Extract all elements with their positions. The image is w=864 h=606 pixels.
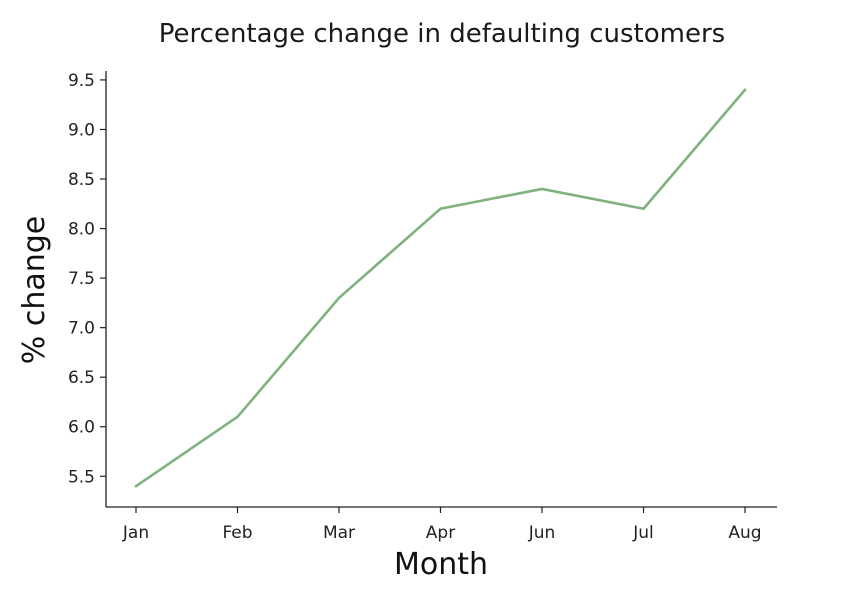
chart-title: Percentage change in defaulting customer…	[159, 19, 725, 49]
data-point	[134, 484, 138, 488]
y-tick-label: 9.0	[68, 120, 95, 140]
y-tick-label: 5.5	[68, 467, 95, 487]
data-point	[540, 187, 544, 191]
data-point	[337, 296, 341, 300]
x-tick-label: Jun	[528, 523, 556, 543]
y-axis-label: % change	[17, 216, 52, 364]
x-ticks: Jan Feb Mar Apr Jun Jul Aug	[122, 507, 762, 543]
data-point	[743, 88, 747, 92]
data-point	[642, 207, 645, 211]
y-ticks: 5.5 6.0 6.5 7.0 7.5 8.0 8.5 9.0 9.5	[68, 71, 106, 487]
y-tick-label: 8.5	[68, 170, 95, 190]
x-tick-label: Apr	[426, 523, 455, 543]
x-tick-label: Aug	[728, 523, 761, 543]
plot-area: 5.5 6.0 6.5 7.0 7.5 8.0 8.5 9.0 9.5 Jan Feb Mar Apr…	[68, 71, 777, 543]
x-tick-label: Mar	[323, 523, 355, 543]
x-tick-label: Feb	[222, 523, 252, 543]
x-axis-label: Month	[394, 547, 488, 582]
data-point	[439, 207, 442, 211]
y-tick-label: 9.5	[68, 71, 95, 91]
y-tick-label: 7.5	[68, 269, 95, 289]
series-line	[134, 88, 747, 488]
y-tick-label: 6.5	[68, 368, 95, 388]
x-tick-label: Jul	[632, 523, 654, 543]
x-tick-label: Jan	[122, 523, 149, 543]
y-tick-label: 6.0	[68, 418, 95, 438]
data-point	[236, 415, 239, 419]
series-group	[134, 88, 747, 488]
y-tick-label: 8.0	[68, 220, 95, 240]
y-tick-label: 7.0	[68, 319, 95, 339]
